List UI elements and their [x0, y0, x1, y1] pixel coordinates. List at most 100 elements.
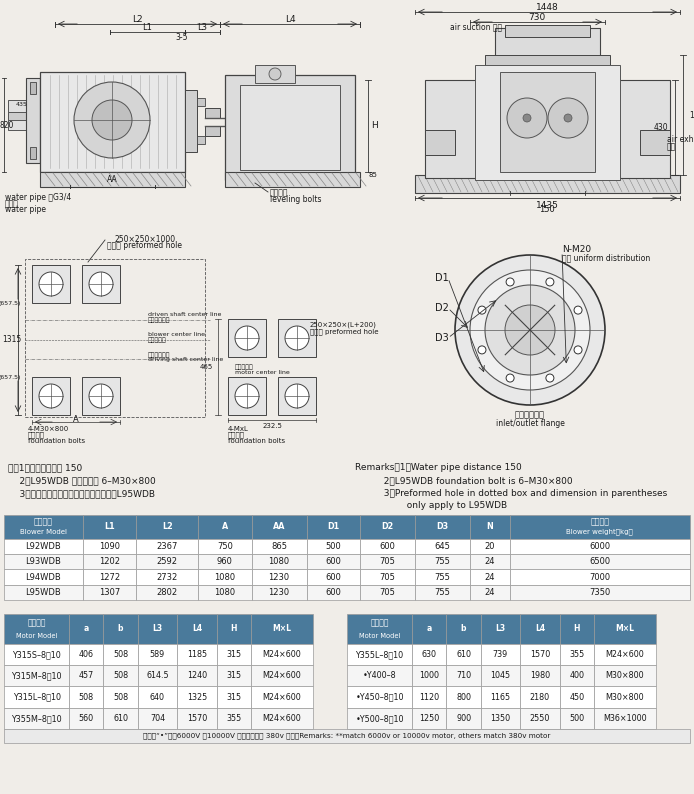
Text: air suction 进气: air suction 进气 [450, 22, 502, 32]
Text: blower center line: blower center line [148, 333, 205, 337]
Bar [412, 644, 446, 665]
Text: M24×600: M24×600 [262, 714, 301, 723]
Text: 风机型号: 风机型号 [34, 518, 53, 526]
Bar [185, 90, 197, 152]
Text: only apply to L95WDB: only apply to L95WDB [355, 500, 507, 510]
Text: 排气: 排气 [667, 142, 676, 152]
Bar [103, 644, 138, 665]
Text: air exhaust: air exhaust [667, 136, 694, 145]
Text: a: a [84, 624, 89, 634]
Text: 1448: 1448 [536, 3, 559, 13]
Text: A: A [73, 414, 79, 423]
Bar [83, 539, 137, 554]
Bar [520, 707, 559, 729]
Bar [228, 377, 266, 415]
Text: L92WDB: L92WDB [26, 542, 61, 551]
Text: 430: 430 [653, 122, 668, 132]
Text: 1250: 1250 [419, 714, 439, 723]
Bar [251, 644, 313, 665]
Text: 960: 960 [217, 557, 232, 566]
Text: D3: D3 [437, 522, 448, 531]
Bar [69, 644, 103, 665]
Text: 4-MxL: 4-MxL [228, 426, 249, 432]
Bar [240, 85, 340, 170]
Text: •Y500–8，10: •Y500–8，10 [355, 714, 404, 723]
Bar [26, 78, 40, 163]
Text: M×L: M×L [272, 624, 291, 634]
Bar [594, 665, 656, 687]
Text: 注：带“•”选用6000V 或10000V 电机，其余为 380v 电机。Remarks: **match 6000v or 10000v motor, oth: 注：带“•”选用6000V 或10000V 电机，其余为 380v 电机。Rem… [144, 733, 550, 739]
Text: 705: 705 [380, 588, 396, 597]
Text: 739: 739 [493, 650, 508, 659]
Text: AA: AA [107, 175, 117, 184]
Bar [485, 55, 610, 67]
Text: 电机型号: 电机型号 [371, 619, 389, 627]
Text: foundation bolts: foundation bolts [228, 438, 285, 444]
Text: 610: 610 [113, 714, 128, 723]
Circle shape [548, 98, 588, 138]
Bar [520, 614, 559, 644]
Text: 755: 755 [434, 557, 450, 566]
Text: 85: 85 [369, 172, 378, 178]
Bar [520, 665, 559, 687]
Text: M30×800: M30×800 [606, 671, 644, 680]
Bar [225, 172, 360, 187]
Text: water pipe 接G3/4: water pipe 接G3/4 [5, 194, 71, 202]
Text: 7350: 7350 [589, 588, 611, 597]
Bar [594, 707, 656, 729]
Bar [138, 707, 177, 729]
Text: Y355L–8，10: Y355L–8，10 [355, 650, 404, 659]
Text: 1045: 1045 [491, 671, 511, 680]
Bar [347, 644, 412, 665]
Text: 400: 400 [569, 671, 584, 680]
Text: M24×600: M24×600 [262, 692, 301, 702]
Bar [83, 554, 137, 569]
Text: 465: 465 [200, 364, 213, 370]
Text: 3-5: 3-5 [176, 33, 188, 43]
Text: 2592: 2592 [157, 557, 178, 566]
Bar [305, 175, 355, 185]
Bar [217, 665, 251, 687]
Text: 500: 500 [325, 542, 341, 551]
Bar [251, 687, 313, 707]
Bar [4, 687, 69, 707]
Bar [228, 319, 266, 357]
Text: L2: L2 [132, 16, 142, 25]
Bar [481, 665, 520, 687]
Text: 250×250×1000: 250×250×1000 [115, 234, 176, 244]
Bar [252, 554, 307, 569]
Bar [307, 539, 360, 554]
Text: water pipe: water pipe [5, 206, 46, 214]
Bar [415, 539, 470, 554]
Bar [83, 515, 137, 539]
Bar [360, 569, 415, 584]
Text: 主机重量: 主机重量 [591, 518, 609, 526]
Bar [415, 554, 470, 569]
Bar [446, 665, 481, 687]
Text: 730: 730 [528, 13, 545, 22]
Text: AA: AA [273, 522, 285, 531]
Bar [205, 108, 220, 118]
Text: Motor Model: Motor Model [16, 633, 58, 638]
Text: 705: 705 [380, 557, 396, 566]
Bar [69, 665, 103, 687]
Text: N-M20: N-M20 [562, 245, 591, 255]
Text: L1: L1 [104, 522, 115, 531]
Bar [278, 377, 316, 415]
Bar [412, 614, 446, 644]
Text: 610: 610 [456, 650, 471, 659]
Text: 1230: 1230 [269, 572, 289, 581]
Text: 640: 640 [150, 692, 165, 702]
Text: 1980: 1980 [530, 671, 550, 680]
Bar [40, 172, 185, 187]
Bar [594, 644, 656, 665]
Text: 1435: 1435 [536, 201, 559, 210]
Text: 355: 355 [226, 714, 242, 723]
Text: 1307: 1307 [99, 588, 120, 597]
Text: H: H [573, 624, 580, 634]
Text: 从动轴中心线: 从动轴中心线 [148, 318, 171, 323]
Bar [251, 707, 313, 729]
Bar [470, 539, 509, 554]
Bar [412, 687, 446, 707]
Text: 589: 589 [150, 650, 165, 659]
